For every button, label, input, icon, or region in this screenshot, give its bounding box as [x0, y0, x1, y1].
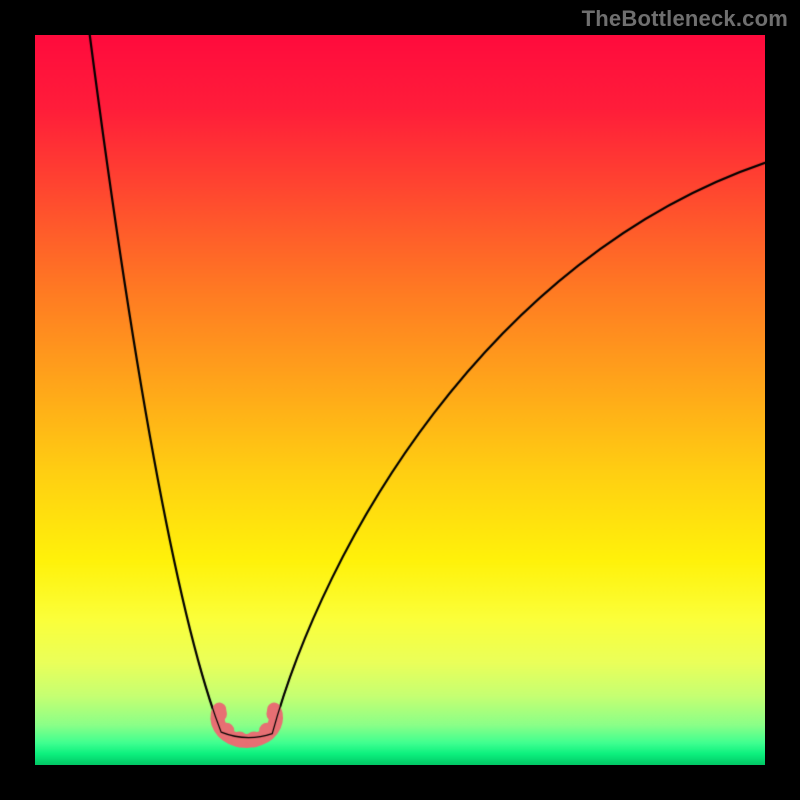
stage: TheBottleneck.com	[0, 0, 800, 800]
chart-canvas	[35, 35, 765, 765]
plot-area	[35, 35, 765, 765]
watermark-text: TheBottleneck.com	[582, 6, 788, 32]
